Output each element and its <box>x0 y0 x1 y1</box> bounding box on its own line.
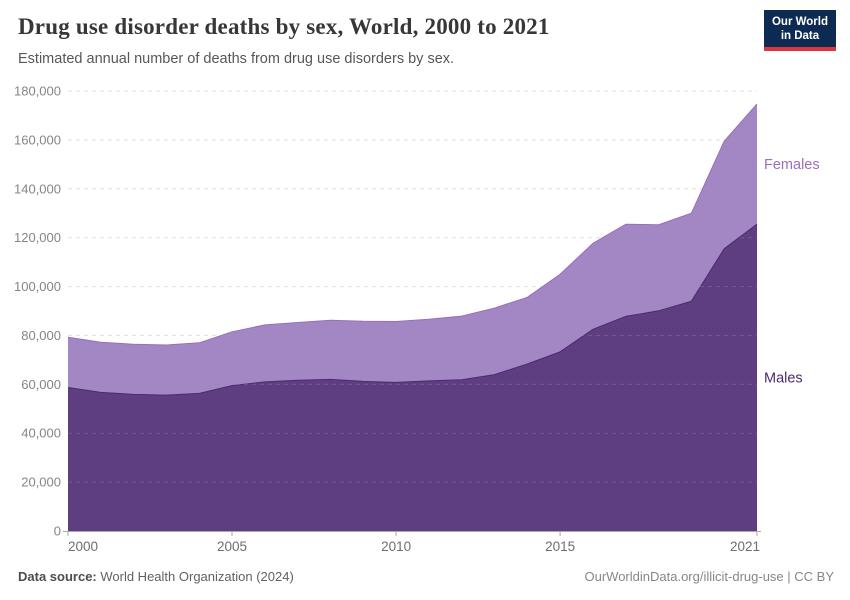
y-axis-tick-label: 140,000 <box>14 181 61 196</box>
owid-logo-line1: Our World <box>771 16 828 28</box>
data-source-value: World Health Organization (2024) <box>96 569 294 584</box>
y-axis-tick-label: 180,000 <box>14 84 61 99</box>
y-axis-tick-label: 0 <box>54 524 61 539</box>
y-axis-tick-label: 80,000 <box>21 328 61 343</box>
y-axis-tick-label: 40,000 <box>21 426 61 441</box>
x-axis-tick-label: 2021 <box>730 539 760 554</box>
males-boundary-line <box>67 223 758 396</box>
females-boundary-line <box>67 103 758 346</box>
series-label-males[interactable]: Males <box>764 371 803 387</box>
y-axis-tick-label: 100,000 <box>14 279 61 294</box>
stacked-area-chart[interactable]: 0 20,000 40,000 60,000 80,000 100,000 120,000 1… <box>0 75 850 565</box>
x-axis-tick-label: 2005 <box>217 539 247 554</box>
area-females[interactable] <box>68 104 757 396</box>
area-males[interactable] <box>68 224 757 531</box>
y-axis-tick-label: 60,000 <box>21 377 61 392</box>
data-source-note: Data source: World Health Organization (… <box>18 569 294 584</box>
attribution-link[interactable]: OurWorldinData.org/illicit-drug-use | CC… <box>584 569 835 584</box>
series-label-females[interactable]: Females <box>764 157 820 173</box>
x-axis-tick-label: 2010 <box>381 539 411 554</box>
chart-title: Drug use disorder deaths by sex, World, … <box>18 14 550 39</box>
y-axis-tick-label: 20,000 <box>21 475 61 490</box>
y-axis-tick-label: 120,000 <box>14 230 61 245</box>
x-axis-tick-label: 2000 <box>68 539 98 554</box>
x-axis-tick-label: 2015 <box>545 539 575 554</box>
owid-logo-line2: in Data <box>780 30 820 42</box>
y-axis-tick-label: 160,000 <box>14 132 61 147</box>
owid-logo[interactable]: Our World in Data <box>763 10 836 51</box>
data-source-label: Data source: <box>18 569 97 584</box>
chart-subtitle: Estimated annual number of deaths from d… <box>18 51 455 67</box>
